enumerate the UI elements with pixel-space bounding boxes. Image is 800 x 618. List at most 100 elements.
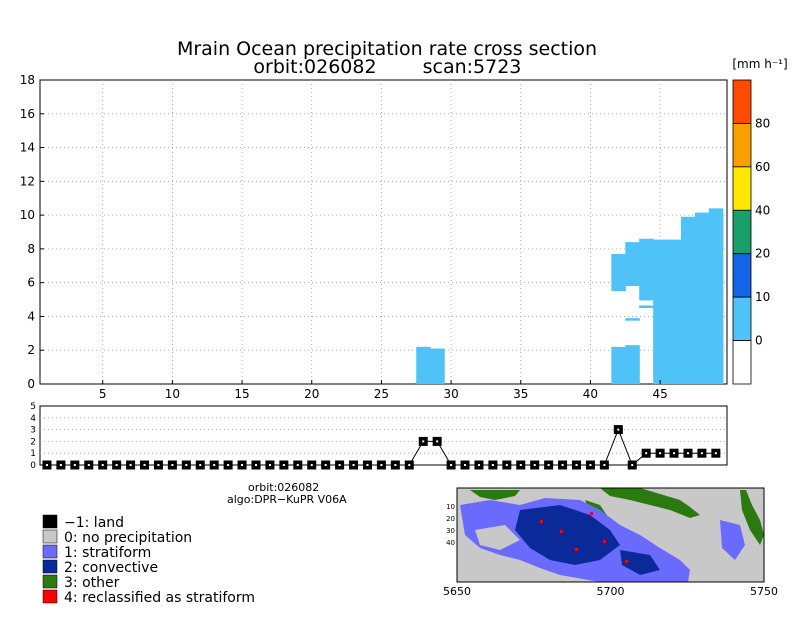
type-marker-dot-22 — [352, 464, 355, 466]
legend-swatch-5 — [42, 589, 58, 604]
type-marker-dot-9 — [171, 464, 174, 466]
type-marker-dot-40 — [603, 464, 606, 466]
rain-column-11 — [681, 216, 696, 384]
type-marker-dot-21 — [338, 464, 341, 466]
legend-label-5: 4: reclassified as stratiform — [64, 590, 255, 606]
type-marker-dot-0 — [45, 464, 48, 466]
type-marker-dot-16 — [268, 464, 271, 466]
type-marker-dot-24 — [380, 464, 383, 466]
type-marker-dot-28 — [436, 440, 439, 443]
main-x-ticks: 5 10 15 20 25 30 35 40 45 — [99, 380, 668, 401]
type-marker-dot-14 — [241, 464, 244, 466]
legend-swatch-0 — [42, 514, 58, 529]
colorbar-label-2: 20 — [755, 247, 770, 261]
swath-map: 5650 5700 5750 10 20 30 40 — [443, 487, 778, 598]
main-y-tick-label-2: 4 — [27, 309, 35, 323]
type-marker-dot-36 — [547, 464, 550, 466]
type-marker-dot-29 — [450, 464, 453, 466]
main-x-tick-label-6: 35 — [513, 387, 528, 401]
type-marker-dot-27 — [422, 440, 425, 443]
main-x-tick-label-1: 10 — [165, 387, 180, 401]
colorbar: 0 10 20 40 60 80 — [732, 79, 770, 385]
colorbar-label-3: 40 — [755, 203, 770, 217]
map-y-tick-label-3: 40 — [446, 539, 455, 547]
map-x-tick-label-2: 5750 — [750, 585, 778, 598]
main-grid — [40, 80, 727, 384]
type-marker-dot-8 — [157, 464, 160, 466]
type-marker-dot-32 — [491, 464, 494, 466]
legend-label-4: 3: other — [64, 575, 120, 591]
main-y-tick-label-7: 14 — [20, 141, 35, 155]
colorbar-segment-6 — [732, 340, 752, 385]
chart-subtitle-scan: scan:5723 — [423, 56, 522, 78]
type-marker-dot-34 — [519, 464, 522, 466]
main-y-tick-label-9: 18 — [20, 73, 35, 87]
colorbar-label-5: 80 — [755, 116, 770, 130]
rain-column-2 — [611, 346, 626, 384]
legend-label-2: 1: stratiform — [64, 545, 151, 561]
legend-swatch-1 — [42, 529, 58, 544]
legend-label-1: 0: no precipitation — [64, 530, 192, 546]
legend-swatch-2 — [42, 544, 58, 559]
map-y-tick-label-1: 20 — [446, 515, 455, 523]
rain-column-12 — [694, 212, 710, 384]
main-x-tick-label-5: 30 — [443, 387, 458, 401]
main-x-tick-label-3: 20 — [304, 387, 319, 401]
type-marker-dot-5 — [115, 464, 118, 466]
type-marker-dot-4 — [101, 464, 104, 466]
main-y-ticks: 0 2 4 6 8 10 12 14 16 18 — [20, 73, 44, 391]
colorbar-segment-0 — [732, 79, 752, 124]
type-marker-dot-18 — [296, 464, 299, 466]
type-marker-dot-23 — [366, 464, 369, 466]
main-x-tick-label-8: 45 — [652, 387, 667, 401]
cross-section-plot: 5 10 15 20 25 30 35 40 45 0 2 4 6 8 10 12 14 16 18 — [20, 73, 728, 401]
type-y-tick-label-3: 3 — [30, 426, 36, 436]
map-ticks: 5650 5700 5750 10 20 30 40 — [443, 503, 778, 598]
type-y-tick-label-1: 1 — [30, 449, 36, 459]
type-markers — [42, 425, 721, 470]
type-grid — [40, 417, 727, 454]
rain-column-0 — [416, 346, 431, 384]
map-x-tick-label-1: 5700 — [597, 585, 625, 598]
colorbar-label-0: 0 — [755, 334, 763, 348]
type-marker-dot-46 — [686, 452, 689, 455]
legend-swatch-4 — [42, 574, 58, 589]
rain-column-1 — [430, 348, 445, 384]
colorbar-segment-4 — [732, 253, 752, 298]
main-y-tick-label-4: 8 — [27, 242, 35, 256]
type-y-tick-label-5: 5 — [30, 402, 36, 412]
type-marker-dot-48 — [714, 452, 717, 455]
colorbar-segment-3 — [732, 209, 752, 255]
rain-column-3 — [625, 345, 640, 384]
main-y-tick-label-1: 2 — [27, 343, 35, 357]
type-y-tick-label-2: 2 — [30, 437, 36, 447]
main-y-tick-label-0: 0 — [27, 377, 35, 391]
type-marker-dot-44 — [659, 452, 662, 455]
main-x-tick-label-2: 15 — [234, 387, 249, 401]
type-marker-dot-31 — [477, 464, 480, 466]
type-marker-dot-17 — [282, 464, 285, 466]
type-marker-dot-43 — [645, 452, 648, 455]
rain-column-4 — [625, 318, 640, 321]
colorbar-label-1: 10 — [755, 290, 770, 304]
type-marker-dot-38 — [575, 464, 578, 466]
type-marker-dot-12 — [213, 464, 216, 466]
main-x-tick-label-0: 5 — [99, 387, 107, 401]
rain-column-7 — [639, 305, 654, 308]
type-marker-dot-2 — [73, 464, 76, 466]
map-y-tick-label-2: 30 — [446, 527, 455, 535]
rain-column-8 — [639, 238, 654, 301]
main-y-tick-label-8: 16 — [20, 107, 35, 121]
colorbar-segment-2 — [732, 166, 752, 211]
type-marker-dot-20 — [324, 464, 327, 466]
type-marker-dot-13 — [227, 464, 230, 466]
main-y-tick-label-5: 10 — [20, 208, 35, 222]
colorbar-segment-5 — [732, 296, 752, 341]
type-marker-dot-35 — [533, 464, 536, 466]
type-marker-dot-30 — [464, 464, 467, 466]
chart-title: Mrain Ocean precipitation rate cross sec… — [177, 38, 597, 60]
colorbar-segment-1 — [732, 123, 752, 168]
type-marker-dot-1 — [59, 464, 62, 466]
